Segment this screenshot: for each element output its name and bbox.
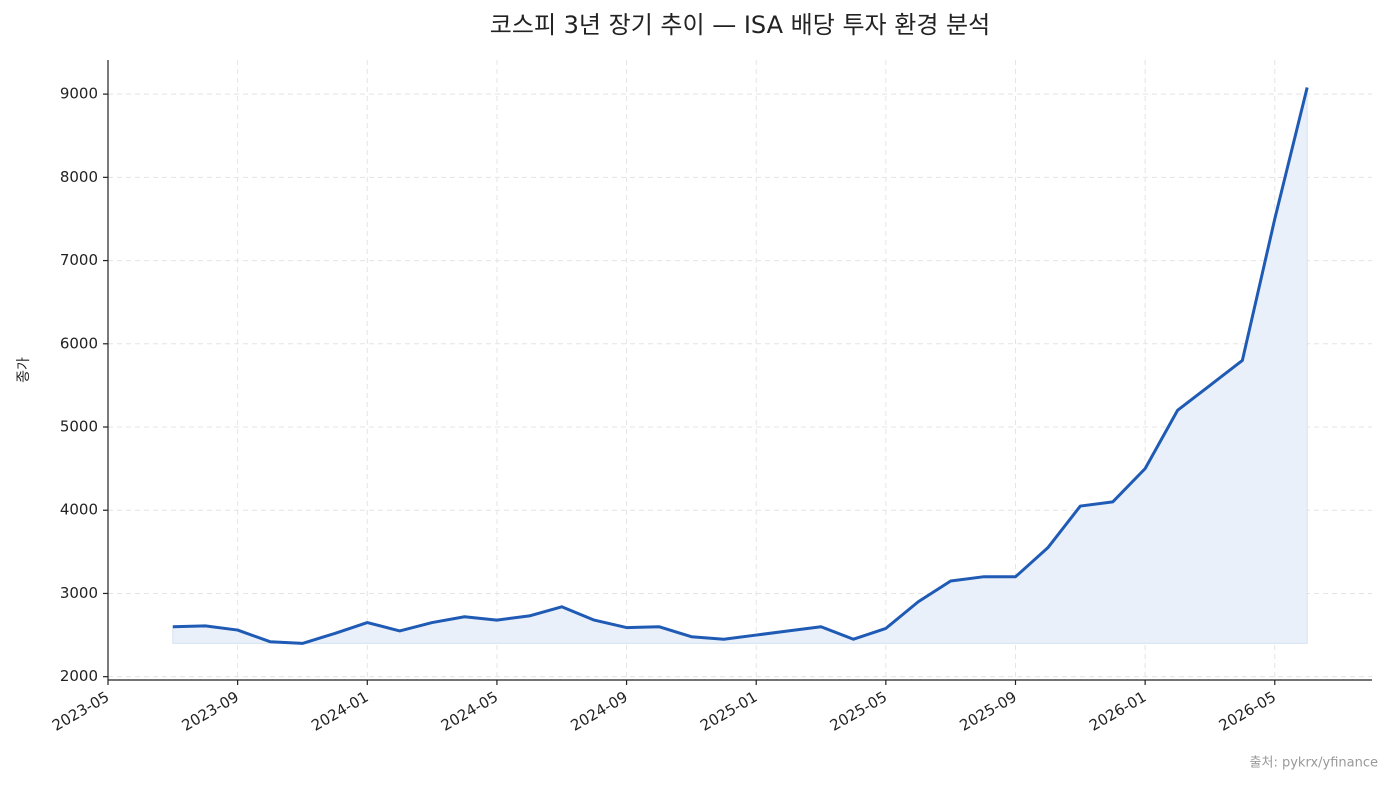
y-tick-label: 9000 [60, 85, 98, 103]
source-note: 출처: pykrx/yfinance [1250, 756, 1378, 771]
x-tick-label: 2023-05 [49, 688, 112, 735]
y-tick-label: 3000 [60, 584, 98, 602]
x-tick-label: 2024-09 [568, 688, 631, 735]
x-tick-label: 2024-05 [438, 688, 501, 735]
y-tick-label: 8000 [60, 168, 98, 186]
y-tick-label: 4000 [60, 501, 98, 519]
line [172, 87, 1309, 645]
x-tick-label: 2023-09 [179, 688, 242, 735]
x-tick-label: 2026-01 [1086, 688, 1149, 735]
area [172, 87, 1308, 644]
y-tick-label: 2000 [60, 667, 98, 685]
y-tick-label: 5000 [60, 418, 98, 436]
x-tick-label: 2025-05 [827, 688, 890, 735]
chart-title: 코스피 3년 장기 추이 — ISA 배당 투자 환경 분석 [490, 11, 990, 39]
x-tick-label: 2026-05 [1216, 688, 1279, 735]
y-tick-label: 7000 [60, 251, 98, 269]
x-tick-label: 2024-01 [308, 688, 371, 735]
y-tick-label: 6000 [60, 334, 98, 352]
x-tick-label: 2025-01 [697, 688, 760, 735]
y-axis-label: 종가 [16, 357, 32, 383]
x-tick-label: 2025-09 [956, 688, 1019, 735]
